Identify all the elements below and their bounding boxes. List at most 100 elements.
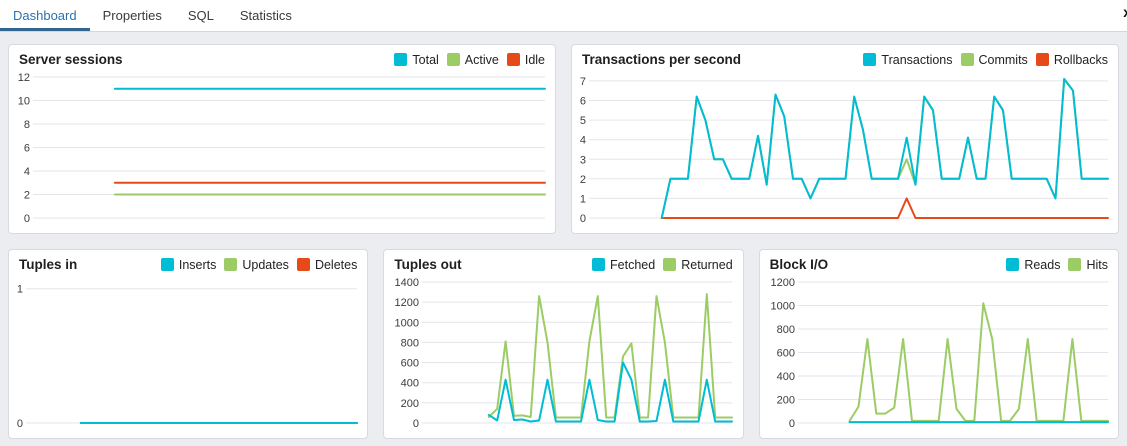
chart-transactions-per-second: 0 1 2 3 4 5 6 7 (574, 69, 1114, 230)
legend-swatch-icon (296, 258, 310, 271)
legend: Transactions Commits Rollbacks (863, 53, 1108, 67)
svg-text:200: 200 (401, 398, 419, 410)
legend-swatch-icon (446, 53, 460, 66)
legend-label: Transactions (881, 52, 953, 67)
legend: Reads Hits (1006, 258, 1108, 272)
legend-item: Commits (960, 52, 1028, 67)
legend-item: Idle (506, 53, 545, 67)
svg-text:0: 0 (24, 213, 30, 225)
legend: Total Active Idle (394, 53, 545, 67)
svg-text:600: 600 (776, 348, 794, 360)
legend-swatch-icon (592, 258, 606, 271)
legend-item: Hits (1068, 258, 1108, 272)
panel-title: Tuples out (394, 257, 462, 272)
svg-text:10: 10 (18, 96, 30, 108)
legend-swatch-icon (1006, 258, 1020, 271)
svg-text:6: 6 (24, 143, 30, 155)
panel-transactions-per-second: Transactions per second Transactions Com… (571, 44, 1119, 234)
legend-swatch-icon (863, 53, 877, 66)
chart-tuples-out: 0 200 400 600 800 1000 1200 1400 (386, 274, 738, 435)
svg-text:1000: 1000 (770, 301, 794, 313)
chart-block-io: 0 200 400 600 800 1000 1200 (762, 274, 1114, 435)
legend-label: Active (464, 52, 499, 67)
panel-header: Transactions per second Transactions Com… (572, 45, 1118, 69)
legend-item: Inserts (160, 257, 217, 272)
svg-text:600: 600 (401, 358, 419, 370)
legend: Inserts Updates Deletes (160, 257, 358, 272)
legend-item: Active (446, 52, 499, 67)
svg-text:6: 6 (580, 96, 586, 108)
panel-title: Block I/O (769, 257, 829, 272)
panel-header: Tuples in Inserts Updates Deletes (9, 250, 367, 274)
legend-label: Total (412, 52, 439, 67)
legend-item: Reads (1006, 258, 1060, 272)
legend-label: Commits (978, 52, 1028, 67)
panel-title: Server sessions (19, 52, 123, 67)
legend-label: Hits (1086, 257, 1108, 272)
svg-text:400: 400 (401, 378, 419, 390)
tab-label: SQL (187, 8, 214, 23)
legend-swatch-icon (663, 258, 677, 271)
svg-text:1: 1 (580, 193, 586, 205)
panel-title: Tuples in (19, 257, 78, 272)
svg-text:2: 2 (580, 174, 586, 186)
legend-item: Updates (224, 258, 289, 272)
svg-text:4: 4 (24, 166, 30, 178)
chart-server-sessions: 0 2 4 6 8 10 12 (11, 69, 551, 230)
legend-item: Total (394, 52, 439, 67)
svg-text:2: 2 (24, 190, 30, 202)
svg-text:1400: 1400 (395, 277, 419, 289)
svg-text:200: 200 (776, 395, 794, 407)
svg-text:0: 0 (789, 418, 795, 430)
svg-text:0: 0 (580, 213, 586, 225)
close-icon[interactable]: x (1123, 5, 1127, 19)
tab-dashboard[interactable]: Dashboard (0, 0, 90, 31)
legend-item: Deletes (296, 257, 358, 272)
tab-statistics[interactable]: Statistics (227, 0, 305, 31)
panel-tuples-out: Tuples out Fetched Returned 0 200 400 600 80… (383, 249, 744, 439)
legend-item: Fetched (592, 258, 655, 272)
panel-header: Tuples out Fetched Returned (384, 250, 742, 274)
legend: Fetched Returned (592, 258, 733, 272)
legend-label: Updates (242, 257, 289, 272)
svg-text:400: 400 (776, 371, 794, 383)
tab-sql[interactable]: SQL (175, 0, 227, 31)
svg-text:3: 3 (580, 154, 586, 166)
tab-bar: Dashboard Properties SQL Statistics x (0, 0, 1127, 32)
legend-label: Inserts (178, 257, 217, 272)
panel-block-io: Block I/O Reads Hits 0 200 400 600 800 1000 12… (758, 249, 1119, 439)
panel-header: Block I/O Reads Hits (760, 250, 1118, 274)
legend-label: Reads (1024, 257, 1061, 272)
legend-swatch-icon (506, 53, 520, 66)
panel-header: Server sessions Total Active Idle (9, 45, 555, 69)
svg-text:800: 800 (401, 337, 419, 349)
panel-server-sessions: Server sessions Total Active Idle 0 2 4 6 8 1… (8, 44, 556, 234)
legend-label: Deletes (314, 257, 358, 272)
legend-label: Rollbacks (1053, 52, 1108, 67)
svg-text:4: 4 (580, 135, 586, 147)
legend-swatch-icon (960, 53, 974, 66)
legend-swatch-icon (224, 258, 238, 271)
svg-text:12: 12 (18, 72, 30, 84)
dashboard-content: Server sessions Total Active Idle 0 2 4 6 8 1… (0, 32, 1127, 446)
svg-text:1: 1 (17, 284, 23, 296)
legend-swatch-icon (394, 53, 408, 66)
tab-properties[interactable]: Properties (90, 0, 175, 31)
legend-label: Fetched (610, 257, 656, 272)
legend-item: Transactions (863, 52, 953, 67)
legend-swatch-icon (1035, 53, 1049, 66)
legend-item: Returned (663, 258, 733, 272)
svg-text:1000: 1000 (395, 317, 419, 329)
top-row: Server sessions Total Active Idle 0 2 4 6 8 1… (8, 44, 1119, 234)
tab-label: Properties (102, 8, 162, 23)
svg-text:0: 0 (17, 418, 23, 430)
svg-text:8: 8 (24, 119, 30, 131)
legend-swatch-icon (1068, 258, 1082, 271)
svg-text:1200: 1200 (395, 297, 419, 309)
panel-title: Transactions per second (582, 52, 742, 67)
svg-text:800: 800 (776, 324, 794, 336)
legend-item: Rollbacks (1035, 52, 1108, 67)
